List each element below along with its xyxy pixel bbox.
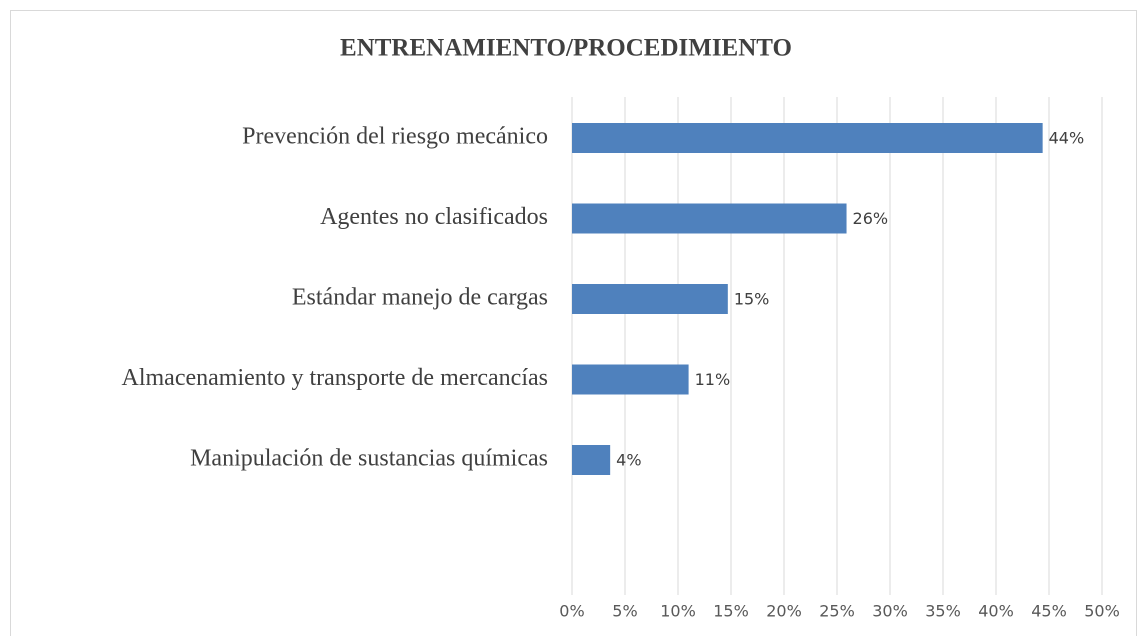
value-label: 26%	[853, 209, 889, 228]
x-tick-label: 50%	[1084, 602, 1120, 621]
chart-title: ENTRENAMIENTO/PROCEDIMIENTO	[340, 35, 792, 62]
x-tick-label: 35%	[925, 602, 961, 621]
bar	[572, 284, 728, 314]
value-label: 15%	[734, 290, 770, 309]
x-tick-label: 15%	[713, 602, 749, 621]
x-tick-label: 5%	[612, 602, 637, 621]
y-tick-label: Estándar manejo de cargas	[292, 285, 548, 311]
chart-border	[10, 10, 1137, 636]
x-tick-label: 25%	[819, 602, 855, 621]
y-tick-label: Prevención del riesgo mecánico	[242, 124, 548, 150]
x-tick-label: 0%	[559, 602, 584, 621]
y-tick-label: Manipulación de sustancias químicas	[190, 446, 548, 472]
y-tick-label: Agentes no clasificados	[320, 204, 548, 230]
y-tick-label: Almacenamiento y transporte de mercancía…	[122, 365, 548, 391]
x-tick-label: 40%	[978, 602, 1014, 621]
x-tick-label: 20%	[766, 602, 802, 621]
bar	[572, 364, 689, 395]
x-tick-label: 45%	[1031, 602, 1067, 621]
bar	[572, 445, 611, 475]
value-label: 4%	[616, 451, 641, 470]
bar	[572, 203, 847, 234]
value-label: 11%	[695, 370, 731, 389]
value-label: 44%	[1049, 129, 1085, 148]
x-tick-label: 10%	[660, 602, 696, 621]
bar	[572, 123, 1043, 153]
x-tick-label: 30%	[872, 602, 908, 621]
